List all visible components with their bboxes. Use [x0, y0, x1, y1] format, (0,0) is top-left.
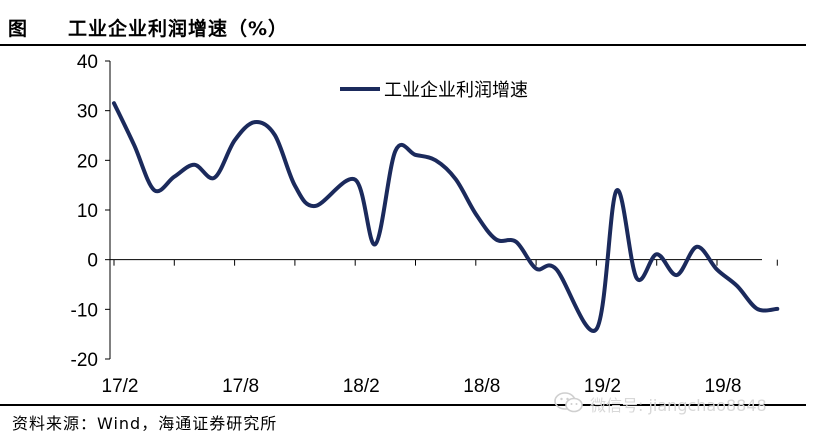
chart-header: 图 工业企业利润增速（%）: [0, 0, 819, 44]
y-tick-label: 30: [77, 102, 98, 123]
series-line: [112, 101, 780, 333]
watermark: 微信号: jiangchao8848: [552, 390, 802, 415]
y-tick-label: 0: [87, 251, 98, 272]
x-tick-label: 19/8: [705, 376, 742, 397]
bottom-rule: [0, 404, 806, 406]
x-tick-label: 19/2: [584, 376, 621, 397]
wechat-icon: [554, 392, 583, 413]
x-tick-label: 17/8: [222, 376, 259, 397]
legend-label: 工业企业利润增速: [384, 80, 528, 101]
chart-title: 工业企业利润增速（%）: [68, 18, 289, 40]
y-tick-label: 40: [77, 52, 98, 73]
top-rule: [0, 44, 806, 46]
source-note: 资料来源：Wind，海通证券研究所: [12, 414, 278, 433]
y-tick-label: 20: [77, 151, 98, 172]
watermark-text: 微信号: jiangchao8848: [590, 396, 767, 415]
x-tick-label: 17/2: [102, 376, 139, 397]
figure-label: 图: [8, 18, 28, 40]
x-tick-label: 18/8: [463, 376, 500, 397]
y-tick-label: -10: [71, 300, 98, 321]
y-tick-label: 10: [77, 201, 98, 222]
y-tick-label: -20: [71, 350, 98, 371]
x-tick-label: 18/2: [343, 376, 380, 397]
